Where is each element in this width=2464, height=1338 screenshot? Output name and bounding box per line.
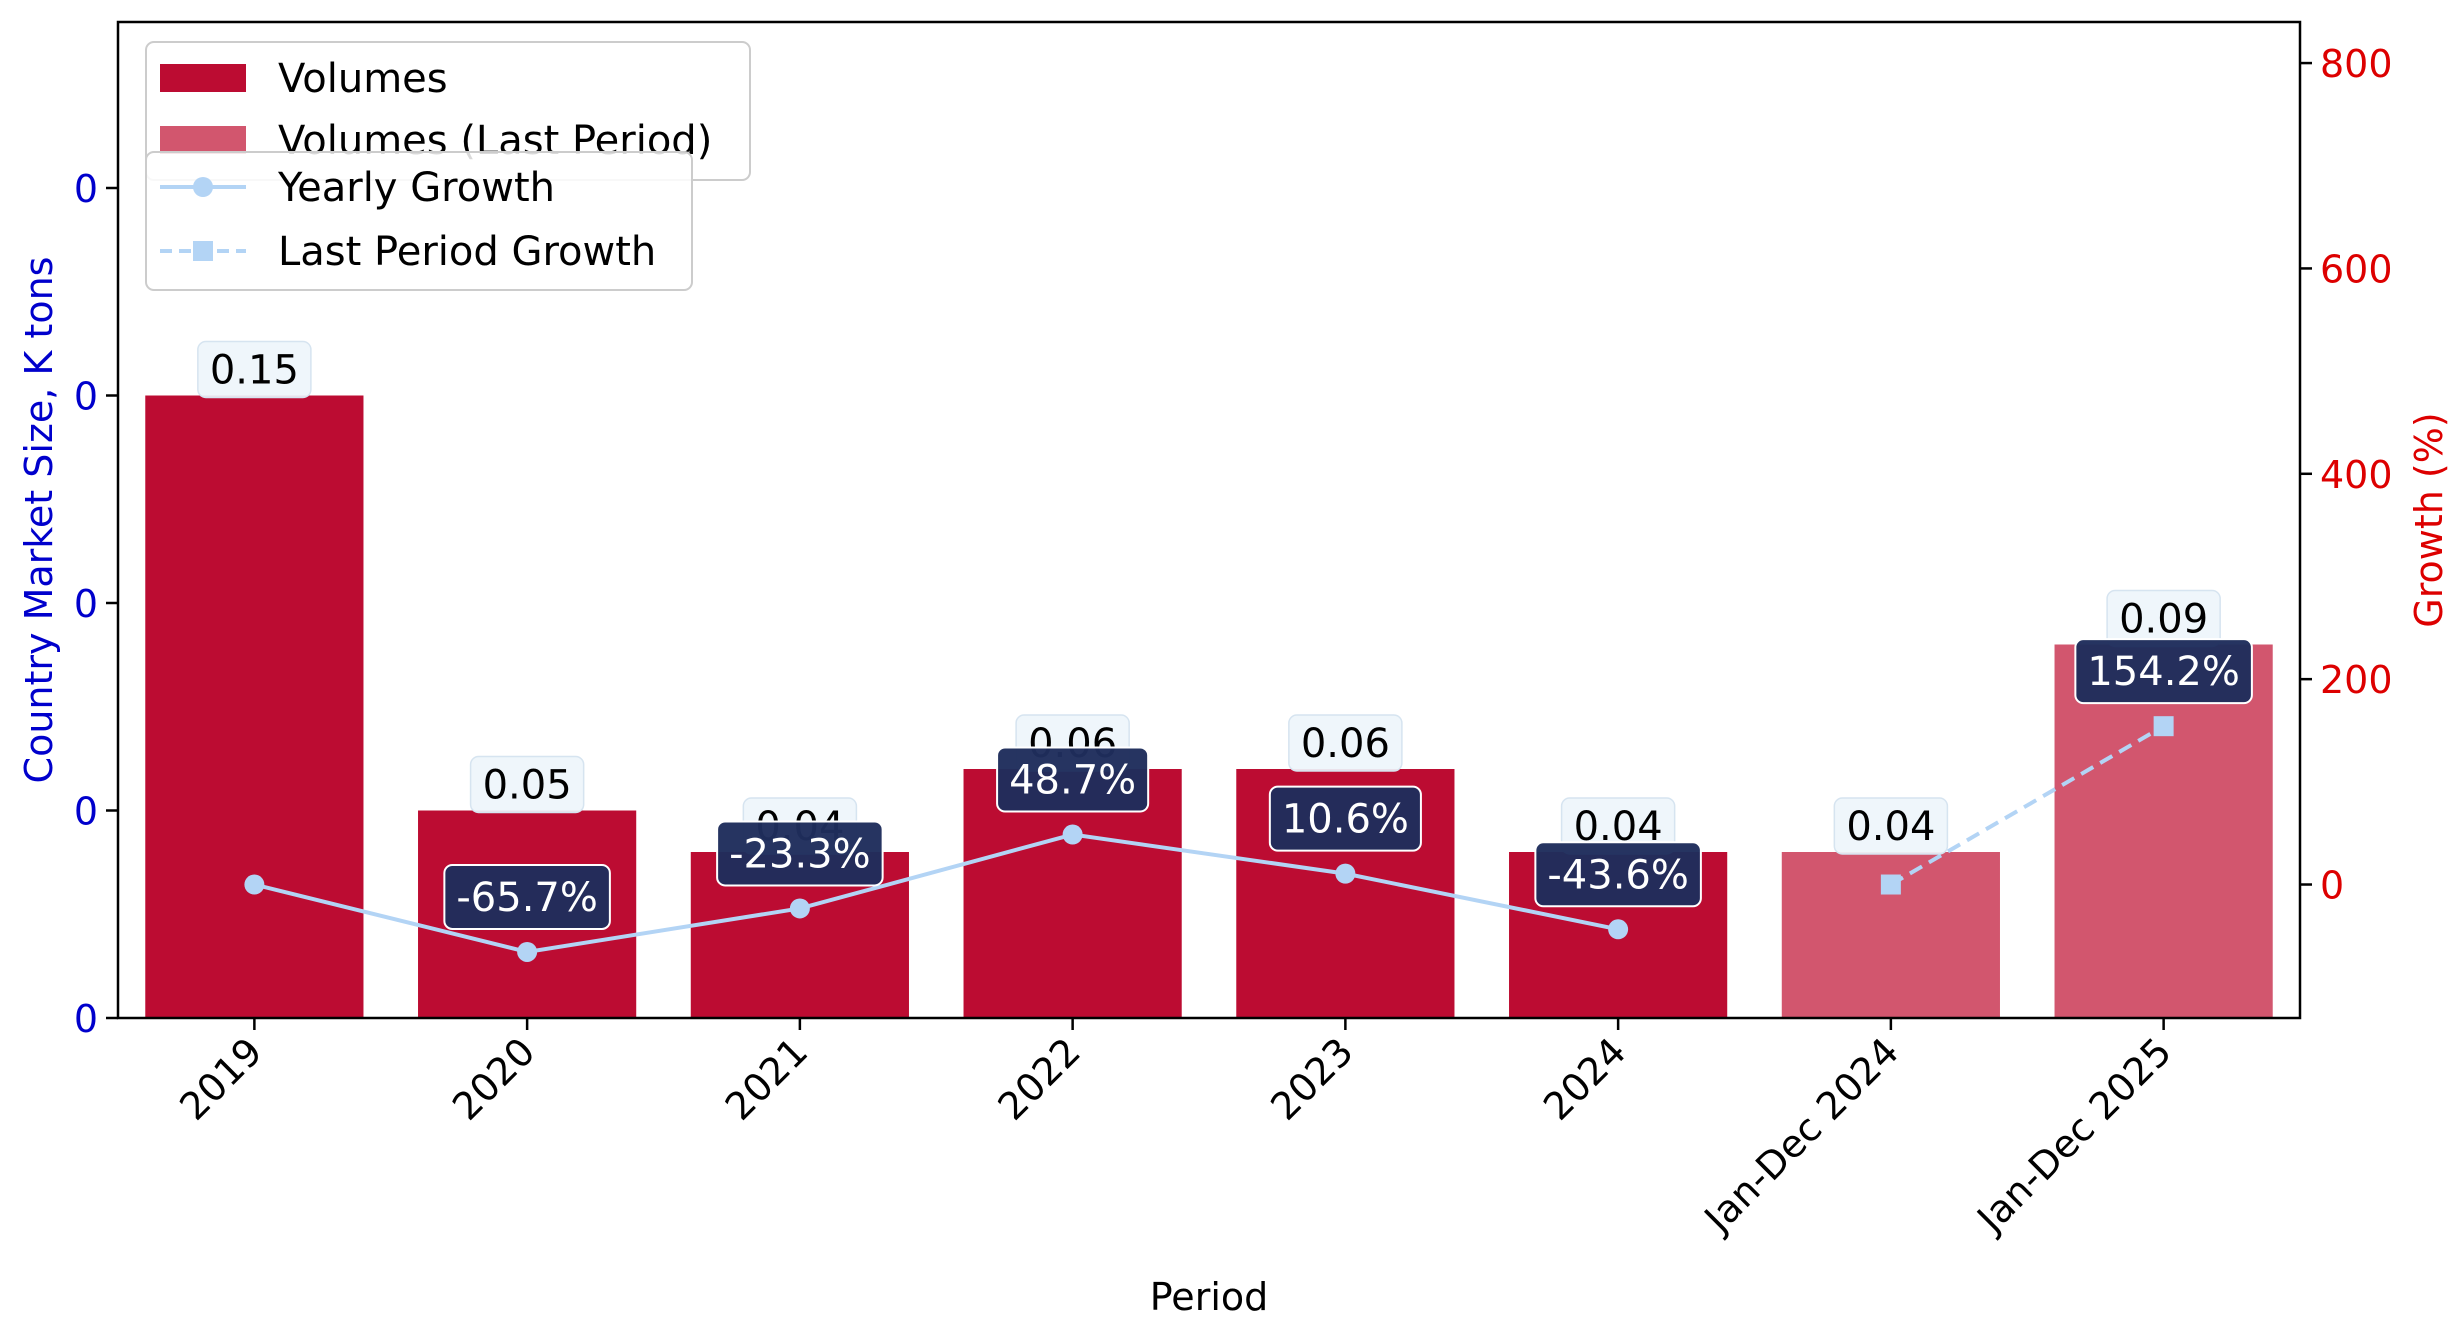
y2-tick-label: 800 xyxy=(2320,42,2393,86)
x-axis-title: Period xyxy=(1150,1275,1269,1319)
growth-marker xyxy=(1880,874,1901,895)
growth-marker xyxy=(2153,716,2174,737)
value-label: 0.09 xyxy=(2119,597,2208,643)
growth-label-box xyxy=(1534,841,1702,908)
growth-line xyxy=(1889,724,2165,887)
growth-marker xyxy=(1608,919,1629,940)
growth-line xyxy=(253,832,1619,955)
legend-label: Last Period Growth xyxy=(278,229,656,275)
legend-swatch xyxy=(160,126,246,154)
growth-label: 10.6% xyxy=(1282,797,1409,843)
growth-marker xyxy=(1062,824,1083,845)
y2-tick-label: 600 xyxy=(2320,247,2393,291)
y-tick-label: 0 xyxy=(74,790,98,834)
growth-label: 154.2% xyxy=(2087,649,2240,695)
legend-label: Volumes xyxy=(278,56,448,102)
growth-label: -43.6% xyxy=(1547,852,1689,898)
x-tick-label: Jan-Dec 2025 xyxy=(1967,1029,2180,1242)
x-tick-label: 2024 xyxy=(1535,1029,1635,1129)
value-label: 0.15 xyxy=(210,348,299,394)
growth-marker xyxy=(244,874,265,895)
value-label: 0.06 xyxy=(1301,721,1390,767)
growth-label: 48.7% xyxy=(1009,758,1136,804)
value-label: 0.04 xyxy=(1846,804,1935,850)
x-tick-label: 2021 xyxy=(717,1029,817,1129)
value-label: 0.05 xyxy=(483,763,572,809)
x-tick-label: Jan-Dec 2024 xyxy=(1695,1029,1908,1242)
y2-tick-label: 200 xyxy=(2320,658,2393,702)
value-label-box xyxy=(469,755,585,814)
growth-label-box xyxy=(1268,785,1422,852)
legend-label: Yearly Growth xyxy=(277,165,555,211)
x-tick-label: 2019 xyxy=(171,1029,271,1129)
y-tick-label: 0 xyxy=(74,167,98,211)
legend-marker xyxy=(193,177,213,197)
legend-swatch xyxy=(160,64,246,92)
x-tick-label: 2023 xyxy=(1262,1029,1362,1129)
x-tick-label: 2022 xyxy=(989,1029,1089,1129)
growth-label: -23.3% xyxy=(729,831,871,877)
growth-marker xyxy=(517,941,538,962)
lines-layer xyxy=(244,716,2174,962)
labels-layer: 0.150.050.040.060.060.040.040.09-65.7%-2… xyxy=(197,340,2253,930)
y-tick-label: 0 xyxy=(74,997,98,1041)
value-label-box xyxy=(197,340,312,399)
growth-label-box xyxy=(716,820,884,887)
y2-tick-label: 0 xyxy=(2320,864,2344,908)
bar xyxy=(2054,644,2273,1018)
x-tick-label: 2020 xyxy=(444,1029,544,1129)
value-label-box xyxy=(1833,797,1949,855)
growth-label: -65.7% xyxy=(456,875,598,921)
y-tick-label: 0 xyxy=(74,375,98,419)
y-tick-label: 0 xyxy=(74,582,98,626)
legend-marker xyxy=(193,241,213,261)
growth-marker xyxy=(1335,863,1356,884)
growth-label-box xyxy=(996,746,1150,813)
growth-label-box xyxy=(2074,638,2253,705)
y-axis-title: Country Market Size, K tons xyxy=(17,257,61,784)
growth-marker xyxy=(789,898,810,919)
plot-frame xyxy=(116,20,2302,1020)
bar xyxy=(145,395,364,1018)
value-label-box xyxy=(1288,714,1403,772)
y2-tick-label: 400 xyxy=(2320,453,2393,497)
growth-label-box xyxy=(443,863,611,930)
legend-box-growth xyxy=(145,151,693,291)
y2-axis-title: Growth (%) xyxy=(2407,412,2451,627)
